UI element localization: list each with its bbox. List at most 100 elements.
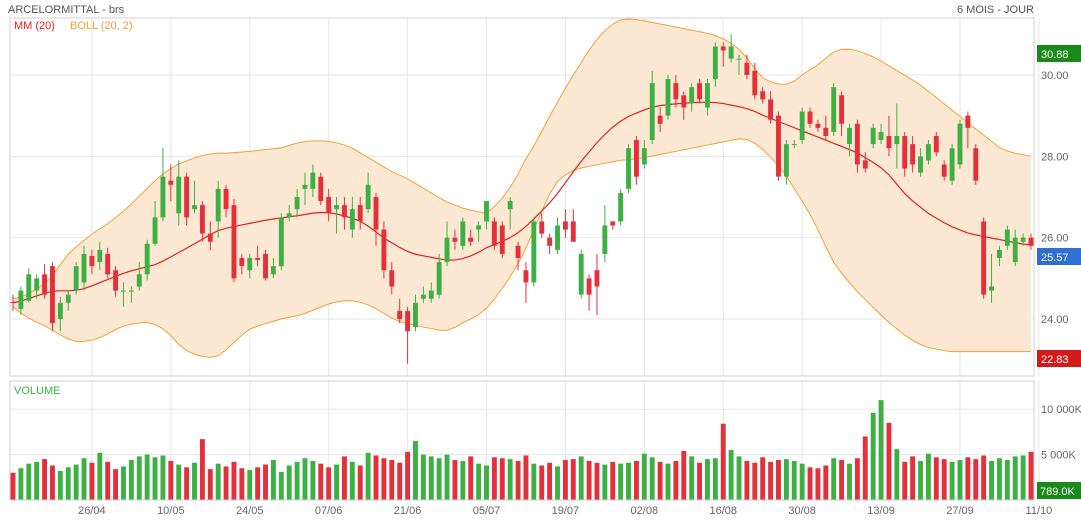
candle-body (925, 144, 931, 161)
price-tick-label: 28.00 (1041, 151, 1069, 163)
volume-bar (318, 463, 324, 500)
candle-body (231, 205, 237, 279)
candle-body (618, 192, 624, 222)
volume-bar (807, 467, 813, 500)
candle-body (81, 253, 87, 283)
candle-body (105, 253, 111, 275)
volume-bar (681, 450, 687, 500)
candle-body (752, 70, 758, 96)
candle-body (594, 270, 600, 287)
candle-body (389, 270, 395, 287)
candle-body (878, 131, 884, 141)
volume-bar (515, 460, 521, 500)
volume-bar (389, 460, 395, 500)
volume-bar (689, 456, 695, 500)
volume-bar (752, 462, 758, 500)
candle-body (452, 237, 458, 242)
candle-body (499, 225, 505, 254)
candle-body (562, 221, 568, 230)
volume-bar (460, 460, 466, 500)
candle-body (278, 217, 284, 267)
candle-body (413, 302, 418, 328)
volume-bar (152, 457, 158, 500)
candlestick-series (10, 34, 1034, 364)
candle-body (689, 87, 695, 104)
volume-bar (65, 467, 71, 500)
volume-bar (957, 460, 963, 500)
candle-body (965, 115, 971, 128)
candle-body (507, 201, 513, 210)
volume-bar (476, 463, 482, 500)
candle-body (405, 310, 411, 332)
candle-body (847, 127, 852, 145)
candle-body (184, 176, 190, 218)
volume-bar (34, 461, 40, 500)
badge-volume: 789.0K (1040, 486, 1076, 498)
badge-volume-bg (1037, 482, 1081, 499)
volume-bar (626, 462, 631, 500)
volume-bar (105, 461, 111, 500)
candle-body (286, 213, 292, 218)
candle-body (436, 262, 442, 295)
candle-body (996, 249, 1002, 259)
volume-bar (902, 461, 908, 500)
candle-body (247, 258, 253, 271)
candle-body (484, 201, 489, 222)
candle-body (270, 266, 276, 275)
candle-body (681, 95, 687, 108)
candle-body (918, 156, 923, 173)
candle-body (870, 127, 876, 145)
volume-bar (910, 456, 916, 500)
volume-bar (144, 454, 150, 500)
candle-body (705, 83, 710, 108)
volume-bar (831, 458, 837, 500)
volume-bar (878, 400, 884, 500)
candle-body (89, 255, 95, 267)
price-tick-label: 26.00 (1041, 233, 1069, 245)
volume-bar (570, 459, 576, 500)
candle-body (633, 140, 639, 177)
candle-body (357, 205, 363, 222)
volume-tick-label: 10 000K (1041, 404, 1081, 416)
volume-bar (705, 459, 710, 500)
candle-body (65, 294, 71, 303)
volume-bar (768, 461, 774, 500)
volume-bar (491, 457, 497, 500)
volume-bar (776, 460, 781, 500)
badge-low-bg (1037, 350, 1081, 367)
volume-bar (286, 465, 292, 500)
volume-bar (665, 463, 671, 500)
volume-bar (57, 470, 63, 500)
volume-bar (89, 462, 95, 500)
bollinger-lower (12, 138, 1031, 358)
candle-body (326, 197, 332, 214)
badge-high: 30.88 (1041, 49, 1069, 61)
date-tick-label: 05/07 (473, 505, 501, 517)
volume-bar (965, 457, 971, 500)
volume-bar (26, 463, 32, 500)
volume-bar (854, 458, 860, 500)
volume-bar (50, 465, 55, 500)
volume-bar (436, 458, 442, 500)
badge-low: 22.83 (1041, 354, 1069, 366)
volume-panel-frame (9, 380, 1035, 501)
panel-frames (9, 17, 1035, 501)
date-tick-label: 07/06 (315, 505, 343, 517)
date-tick-label: 10/05 (157, 505, 185, 517)
candle-body (349, 209, 355, 230)
candle-body (657, 115, 663, 124)
candle-body (1012, 237, 1018, 263)
candle-body (444, 237, 450, 263)
volume-bar (128, 460, 134, 500)
candle-body (744, 62, 750, 75)
volume-bar (996, 458, 1002, 500)
volume-bar (397, 462, 403, 500)
volume-bar (799, 463, 805, 500)
candle-body (910, 144, 916, 165)
volume-bar (989, 460, 994, 500)
volume-bar (231, 461, 237, 500)
volume-bar (610, 461, 616, 500)
candle-body (491, 221, 497, 246)
candle-body (547, 237, 553, 246)
